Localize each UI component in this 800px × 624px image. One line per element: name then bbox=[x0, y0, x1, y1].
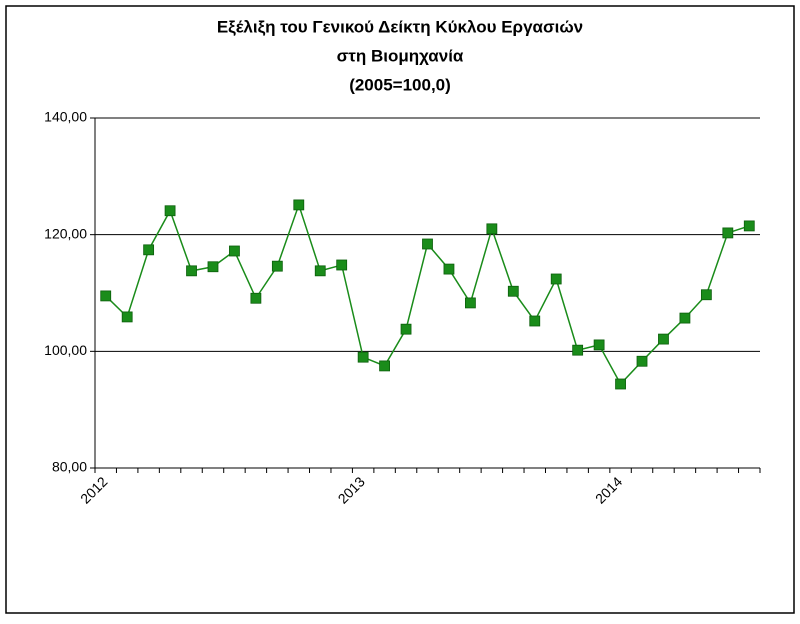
chart-title: (2005=100,0) bbox=[349, 75, 451, 94]
point-marker bbox=[293, 199, 305, 211]
point-marker bbox=[615, 378, 626, 390]
y-tick-label: 120,00 bbox=[44, 225, 87, 241]
point-marker bbox=[743, 220, 755, 232]
point-marker bbox=[164, 205, 176, 217]
point-marker bbox=[229, 245, 240, 257]
point-marker bbox=[679, 312, 691, 324]
point-marker bbox=[636, 355, 648, 367]
point-marker bbox=[658, 333, 669, 345]
point-marker bbox=[529, 315, 541, 327]
point-marker bbox=[722, 227, 734, 239]
y-tick-label: 100,00 bbox=[44, 342, 87, 358]
chart-title: Εξέλιξη του Γενικού Δείκτη Κύκλου Εργασι… bbox=[217, 17, 583, 36]
point-marker bbox=[336, 259, 348, 271]
chart-frame bbox=[5, 5, 795, 614]
point-marker bbox=[143, 244, 155, 256]
point-marker bbox=[186, 265, 197, 277]
point-marker bbox=[700, 289, 712, 301]
y-tick-label: 140,00 bbox=[44, 109, 87, 125]
point-marker bbox=[572, 344, 584, 356]
point-marker bbox=[121, 311, 133, 323]
point-marker bbox=[486, 223, 498, 235]
point-marker bbox=[593, 339, 605, 351]
point-marker bbox=[443, 263, 455, 275]
point-marker bbox=[400, 323, 412, 335]
chart-title: στη Βιομηχανία bbox=[337, 46, 464, 65]
point-marker bbox=[207, 261, 219, 273]
point-marker bbox=[250, 292, 262, 304]
point-marker bbox=[379, 360, 390, 372]
point-marker bbox=[100, 290, 112, 302]
point-marker bbox=[550, 273, 562, 285]
point-marker bbox=[271, 260, 283, 272]
point-marker bbox=[314, 265, 326, 277]
point-marker bbox=[422, 238, 433, 250]
point-marker bbox=[465, 297, 476, 309]
point-marker bbox=[357, 351, 369, 363]
point-marker bbox=[507, 285, 519, 297]
y-tick-label: 80,00 bbox=[52, 459, 87, 475]
